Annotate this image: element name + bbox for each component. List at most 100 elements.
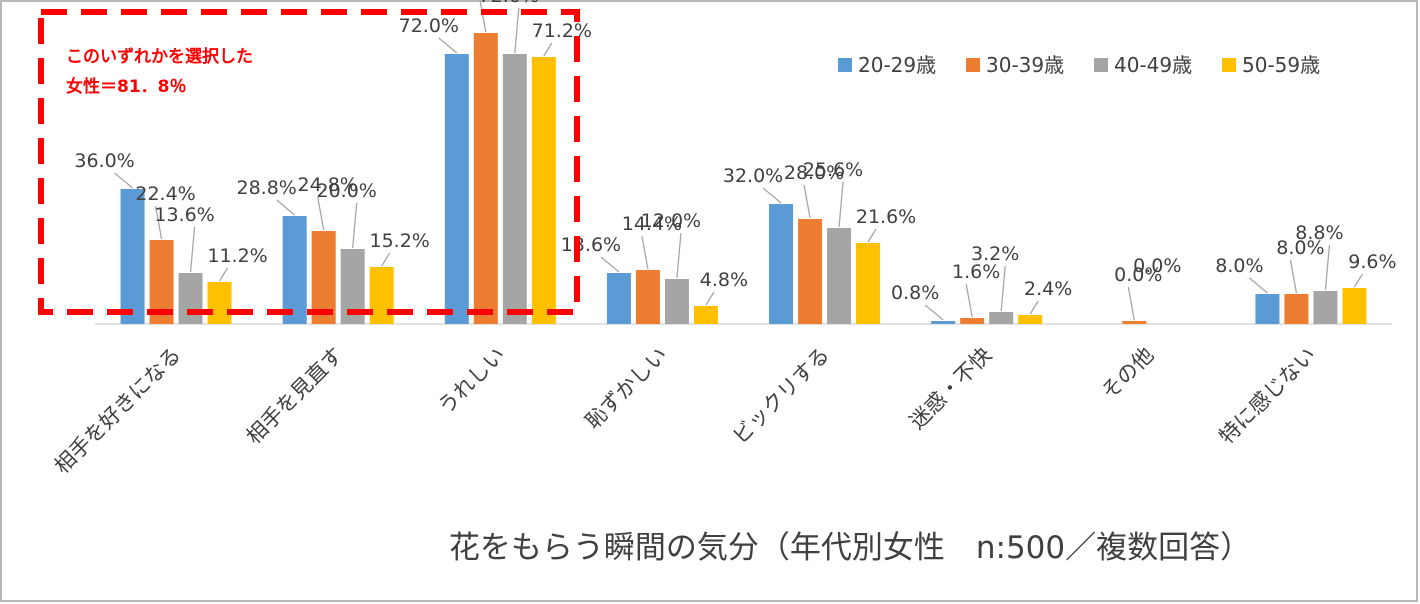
- leader-line: [705, 291, 715, 306]
- legend-swatch: [1094, 58, 1108, 72]
- data-label: 36.0%: [74, 150, 134, 172]
- bar: [311, 231, 336, 324]
- bar: [531, 57, 556, 324]
- leader-line: [381, 252, 391, 267]
- leader-line: [154, 205, 163, 240]
- leader-line: [352, 202, 358, 249]
- bar: [1122, 321, 1147, 324]
- bar: [960, 318, 985, 324]
- bar: [369, 267, 394, 324]
- bar: [769, 204, 794, 324]
- data-label: 9.6%: [1348, 251, 1396, 273]
- data-label: 0.0%: [1133, 255, 1181, 277]
- bar: [606, 273, 631, 324]
- leader-line: [1127, 286, 1135, 321]
- data-label: 0.0%: [1114, 264, 1162, 286]
- bar: [1255, 294, 1280, 324]
- leader-line: [924, 304, 944, 321]
- bar: [1018, 315, 1043, 324]
- data-label: 20.0%: [317, 180, 377, 202]
- bar: [282, 216, 307, 324]
- leader-line: [479, 0, 487, 33]
- data-label: 72.0%: [399, 15, 459, 37]
- data-label: 22.4%: [135, 183, 195, 205]
- data-label: 28.0%: [784, 162, 844, 184]
- leader-line: [600, 256, 620, 273]
- leader-line: [965, 283, 973, 318]
- leader-line: [438, 37, 458, 54]
- leader-line: [1353, 273, 1363, 288]
- leader-line: [676, 232, 682, 279]
- data-label: 0.8%: [891, 282, 939, 304]
- leader-line: [803, 184, 811, 219]
- data-label: 11.2%: [207, 245, 267, 267]
- data-label: 8.0%: [1276, 237, 1324, 259]
- bar: [1342, 288, 1367, 324]
- data-label: 4.8%: [700, 269, 748, 291]
- bar: [989, 312, 1014, 324]
- data-label: 72.0%: [479, 0, 539, 7]
- bar: [827, 228, 852, 324]
- bar: [693, 306, 718, 324]
- data-label: 28.8%: [237, 177, 297, 199]
- annotation-line-2: 女性＝81．8％: [66, 76, 187, 97]
- legend-swatch: [1222, 58, 1236, 72]
- legend-label: 40-49歳: [1114, 53, 1192, 77]
- leader-line: [114, 172, 133, 189]
- leader-line: [641, 235, 649, 270]
- data-label: 13.6%: [154, 204, 214, 226]
- annotation-line-1: このいずれかを選択した: [66, 46, 253, 67]
- annotation-group: このいずれかを選択した 女性＝81．8％: [38, 9, 580, 315]
- bar: [1313, 291, 1338, 324]
- bar: [120, 189, 145, 324]
- leader-line: [189, 226, 196, 273]
- bar: [931, 321, 956, 324]
- bar: [798, 219, 823, 324]
- legend-label: 50-59歳: [1242, 53, 1320, 77]
- data-label: 8.8%: [1295, 222, 1343, 244]
- bar: [664, 279, 689, 324]
- data-label: 3.2%: [971, 243, 1019, 265]
- leader-line: [276, 199, 296, 216]
- leader-line: [219, 267, 229, 282]
- leader-line: [1324, 244, 1331, 291]
- chart-title: 花をもらう瞬間の気分（年代別女性 n:500／複数回答）: [448, 530, 1252, 566]
- data-label: 8.0%: [1215, 255, 1263, 277]
- legend-label: 30-39歳: [986, 53, 1064, 77]
- data-label: 13.6%: [561, 234, 621, 256]
- legend-swatch: [838, 58, 852, 72]
- bar: [856, 243, 881, 324]
- data-label: 25.6%: [803, 159, 863, 181]
- data-label: 21.6%: [856, 206, 916, 228]
- bar: [502, 54, 527, 324]
- bar: [473, 33, 498, 324]
- leader-line: [838, 181, 844, 228]
- leader-line: [762, 187, 782, 204]
- leader-line: [1000, 265, 1006, 312]
- legend-swatch: [966, 58, 980, 72]
- leader-line: [543, 42, 553, 57]
- data-label: 71.2%: [532, 20, 592, 42]
- data-label: 2.4%: [1024, 278, 1072, 300]
- leader-line: [1249, 277, 1268, 294]
- data-label: 15.2%: [370, 230, 430, 252]
- legend: 20-29歳 30-39歳 40-49歳 50-59歳: [838, 53, 1320, 77]
- bar: [635, 270, 660, 324]
- leader-line: [1289, 259, 1298, 294]
- bar: [444, 54, 469, 324]
- leader-line: [867, 228, 877, 243]
- data-label: 1.6%: [952, 261, 1000, 283]
- data-label: 12.0%: [641, 210, 701, 232]
- data-label: 24.8%: [298, 174, 358, 196]
- leader-lines-group: [114, 0, 1363, 321]
- leader-line: [317, 196, 325, 231]
- bar: [207, 282, 232, 324]
- data-label: 32.0%: [723, 165, 783, 187]
- highlight-dashed-box: [38, 9, 580, 315]
- data-label: 14.4%: [622, 213, 682, 235]
- leader-line: [514, 7, 520, 54]
- bar: [178, 273, 203, 324]
- data-labels-group: 36.0%22.4%13.6%11.2%28.8% 24.8%20.0%15.2%…: [74, 0, 1396, 304]
